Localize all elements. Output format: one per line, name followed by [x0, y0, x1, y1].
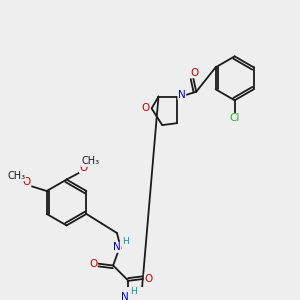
Text: N: N — [121, 292, 128, 300]
Text: N: N — [178, 90, 186, 100]
Text: O: O — [22, 177, 31, 188]
Text: CH₃: CH₃ — [7, 171, 25, 181]
Text: N: N — [113, 242, 121, 252]
Text: H: H — [130, 287, 136, 296]
Text: Cl: Cl — [230, 113, 240, 123]
Text: O: O — [144, 274, 153, 284]
Text: O: O — [190, 68, 198, 78]
Text: O: O — [142, 103, 150, 113]
Text: CH₃: CH₃ — [81, 156, 100, 167]
Text: O: O — [89, 259, 97, 269]
Text: H: H — [122, 237, 129, 246]
Text: O: O — [80, 163, 88, 173]
